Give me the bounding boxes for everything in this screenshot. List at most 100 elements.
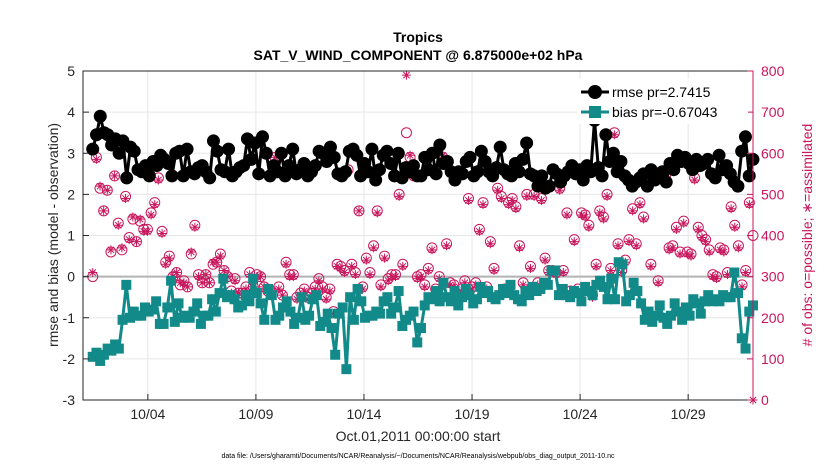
obs-assimilated-point [445,280,455,290]
obs-assimilated-point [204,278,214,288]
bias-point [240,290,251,301]
y-axis-right: 0 100 200 300 400 500 600 700 800 [747,63,785,408]
rmse-point [701,152,715,166]
rmse-point [127,144,141,158]
bias-point [460,283,471,294]
bias-point [654,300,665,311]
y-tick-label: 5 [67,63,75,79]
bias-point [483,286,494,297]
obs-assimilated-point [281,259,291,269]
rmse-point [391,146,405,160]
obs-assimilated-point [106,245,116,255]
legend-rmse-marker [588,85,602,99]
bias-point [602,294,613,305]
obs-assimilated-point [712,274,722,284]
y-tick-label: 4 [67,104,75,120]
bias-point [188,306,199,317]
bias-point [266,290,277,301]
y-right-tick-label: 800 [761,63,785,79]
obs-assimilated-point [153,175,163,185]
bias-point [636,298,647,309]
bias-point [345,292,356,303]
bias-point [214,288,225,299]
rmse-point [361,165,375,179]
rmse-point [576,173,590,187]
rmse-point [659,175,673,189]
bias-point [695,308,706,319]
bias-point [91,347,102,358]
bias-point [229,294,240,305]
x-tick-label: 10/29 [671,406,706,422]
obs-possible-point [182,281,194,293]
obs-assimilated-point [682,249,692,259]
y-tick-label: 2 [67,186,75,202]
obs-assimilated-point [679,218,689,228]
rmse-point [516,152,530,166]
obs-assimilated-point [668,243,678,253]
rmse-point [493,140,507,154]
rmse-point [606,146,620,160]
x-tick-label: 10/24 [563,406,598,422]
rmse-series [86,109,760,195]
obs-assimilated-point [719,247,729,257]
rmse-point [252,167,266,181]
obs-assimilated-point [686,251,696,261]
obs-assimilated-point [194,272,204,282]
bias-point [419,300,430,311]
y-right-tick-label: 100 [761,351,785,367]
obs-assimilated-point [241,284,251,294]
obs-assimilated-point [299,286,309,296]
bias-point [311,290,322,301]
obs-assimilated-point [704,247,714,257]
obs-assimilated-point [715,245,725,255]
bias-point [348,314,359,325]
obs-assimilated-point [186,247,196,257]
bias-point [471,294,482,305]
series-layer [86,70,760,405]
bias-point [289,318,300,329]
bias-point [535,283,546,294]
obs-assimilated-point [380,253,390,263]
bias-point [692,298,703,309]
rmse-point [256,130,270,144]
bias-point [292,312,303,323]
obs-assimilated-point [635,200,645,210]
obs-assimilated-point [697,233,707,243]
obs-assimilated-point [423,265,433,275]
obs-assimilated-point [401,70,411,80]
y-right-tick-label: 0 [761,392,769,408]
bias-point [621,296,632,307]
obs-assimilated-point [288,272,298,282]
obs-assimilated-point [580,212,590,222]
bias-point [173,298,184,309]
rmse-point [614,154,628,168]
bias-point [98,349,109,360]
bias-point [236,300,247,311]
y-right-tick-label: 400 [761,228,785,244]
obs-assimilated-point [117,243,127,253]
obs-assimilated-point [124,235,134,245]
obs-assimilated-point [671,224,681,234]
rmse-point [712,148,726,162]
rmse-point [742,169,756,183]
y-right-tick-label: 500 [761,186,785,202]
rmse-point [365,142,379,156]
obs-assimilated-point [99,206,109,216]
rmse-point [308,159,322,173]
y-tick-label: 0 [67,269,75,285]
obs-assimilated-point [215,251,225,261]
obs-assimilated-point [372,208,382,218]
obs-assimilated-point [518,280,528,290]
rmse-point [433,138,447,152]
obs-assimilated-point [128,212,138,222]
bias-point [703,290,714,301]
data-file-note: data file: /Users/gharamti/Documents/NCA… [221,453,615,460]
rmse-point [278,169,292,183]
bias-point [326,323,337,334]
bias-point [457,292,468,303]
obs-assimilated-series [88,70,758,405]
bias-point [639,314,650,325]
x-axis: 10/04 10/09 10/14 10/19 10/24 10/29 [130,394,706,422]
rmse-point [282,159,296,173]
obs-assimilated-point [536,196,546,206]
